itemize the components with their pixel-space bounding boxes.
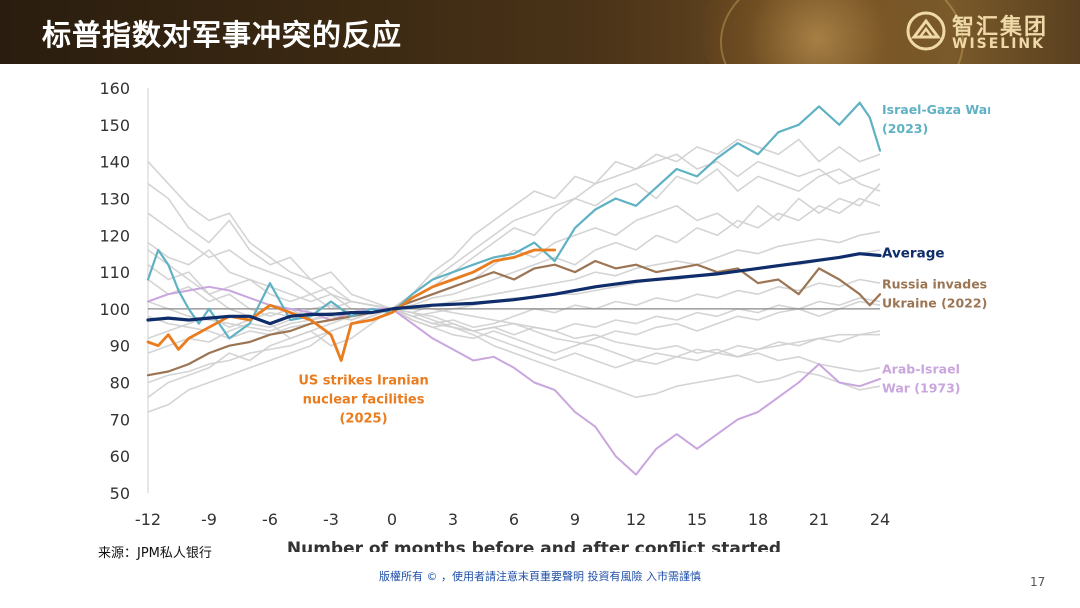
x-axis-title: Number of months before and after confli…	[287, 539, 781, 552]
y-tick-label: 70	[110, 410, 130, 429]
us-iran-series-line	[146, 248, 557, 362]
y-tick-label: 120	[99, 226, 130, 245]
x-tick-label: 9	[570, 510, 580, 529]
footer-disclaimer: 版權所有 © ，使用者請注意末頁重要聲明 投資有風險 入市需謹慎	[379, 570, 701, 583]
logo-icon	[906, 11, 946, 51]
x-tick-label: 12	[626, 510, 646, 529]
background-series-line	[147, 308, 881, 384]
page-title: 标普指数对军事冲突的反应	[42, 18, 403, 52]
header-banner: 标普指数对军事冲突的反应 智汇集团 WISELINK	[0, 0, 1080, 64]
x-tick-label: 3	[448, 510, 458, 529]
y-tick-label: 160	[99, 79, 130, 98]
us-iran-annotation: (2025)	[339, 411, 387, 426]
y-tick-label: 150	[99, 116, 130, 135]
us-iran-annotation: nuclear facilities	[303, 392, 425, 407]
us-iran-annotation: US strikes Iranian	[298, 373, 428, 388]
average-legend-label: Average	[882, 245, 945, 261]
x-tick-label: -12	[135, 510, 161, 529]
x-tick-label: -3	[323, 510, 339, 529]
x-tick-label: 21	[809, 510, 829, 529]
x-tick-label: 15	[687, 510, 707, 529]
y-tick-label: 80	[110, 374, 130, 393]
arab-israel-legend-label: War (1973)	[882, 380, 961, 395]
background-series-line	[147, 278, 881, 398]
y-tick-label: 60	[110, 447, 130, 466]
page-number: 17	[1030, 575, 1046, 589]
y-tick-label: 90	[110, 337, 130, 356]
x-tick-label: -6	[262, 510, 278, 529]
background-series-line	[147, 308, 881, 399]
x-tick-label: 18	[748, 510, 768, 529]
background-series-line	[147, 183, 881, 314]
x-tick-label: 24	[870, 510, 890, 529]
y-tick-label: 140	[99, 153, 130, 172]
x-tick-label: 6	[509, 510, 519, 529]
background-series-line	[147, 197, 881, 310]
x-tick-label: -9	[201, 510, 217, 529]
israel-gaza-legend-label: Israel-Gaza War	[882, 102, 990, 117]
y-tick-label: 130	[99, 189, 130, 208]
logo-chinese-text: 智汇集团	[952, 15, 1049, 40]
y-tick-label: 110	[99, 263, 130, 282]
x-tick-label: 0	[387, 510, 397, 529]
russia-ukraine-legend-label: Russia invades	[882, 277, 987, 292]
israel-gaza-series-line	[146, 101, 882, 340]
background-series-line	[147, 138, 881, 310]
russia-ukraine-legend-label: Ukraine (2022)	[882, 296, 987, 311]
russia-ukraine-series-line	[146, 259, 882, 377]
arab-israel-legend-label: Arab-Israel	[882, 361, 960, 376]
background-series-line	[147, 153, 881, 310]
y-tick-label: 100	[99, 300, 130, 319]
header-arc-decoration	[720, 0, 964, 64]
israel-gaza-legend-label: (2023)	[882, 121, 928, 136]
y-tick-label: 50	[110, 484, 130, 503]
background-series-line	[147, 230, 881, 340]
background-series-line	[147, 168, 881, 310]
background-series-line	[147, 300, 881, 413]
wiselink-logo: 智汇集团 WISELINK	[906, 9, 1076, 57]
average-series-line	[146, 252, 882, 326]
logo-english-text: WISELINK	[952, 36, 1045, 52]
source-note: 来源：JPM私人银行	[98, 546, 212, 561]
